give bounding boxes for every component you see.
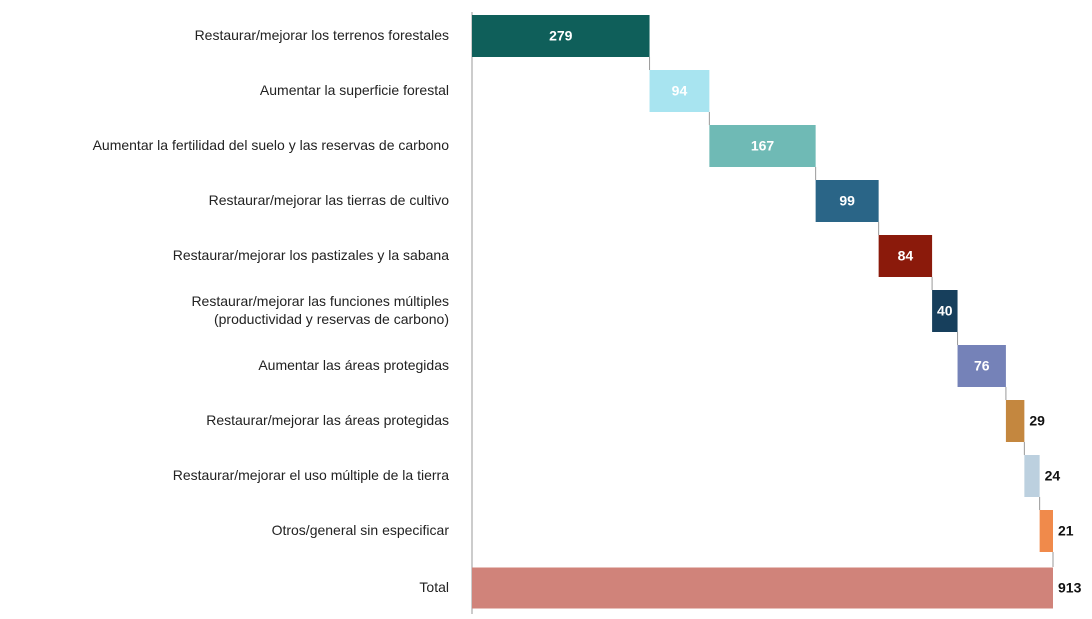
category-label: Aumentar la fertilidad del suelo y las r… [93,137,450,153]
value-label: 21 [1058,523,1074,539]
value-label: 94 [672,83,688,99]
category-label: Total [419,579,449,595]
value-label: 24 [1045,468,1061,484]
category-label: Restaurar/mejorar los terrenos forestale… [195,27,449,43]
category-label: Otros/general sin especificar [272,522,450,538]
category-label: Restaurar/mejorar el uso múltiple de la … [173,467,449,483]
category-label: Aumentar las áreas protegidas [258,357,449,373]
bar [472,15,650,57]
value-label: 279 [549,28,573,44]
value-label: 76 [974,358,990,374]
value-label: 84 [898,248,914,264]
category-label: Restaurar/mejorar las funciones múltiple… [191,293,449,327]
value-label: 99 [839,193,855,209]
bar [1005,400,1025,442]
bar [709,125,816,167]
value-label: 29 [1029,413,1045,429]
bar [815,180,879,222]
total-bar [472,567,1053,609]
value-label: 167 [751,138,775,154]
bar [932,290,958,332]
value-label: 913 [1058,580,1082,596]
category-label: Restaurar/mejorar las tierras de cultivo [209,192,450,208]
value-label: 40 [937,303,953,319]
category-label: Aumentar la superficie forestal [260,82,449,98]
category-label: Restaurar/mejorar los pastizales y la sa… [173,247,449,263]
bar [957,345,1006,387]
bar [649,70,710,112]
bar [878,235,933,277]
bar [1024,455,1040,497]
bar [1039,510,1053,552]
category-label: Restaurar/mejorar las áreas protegidas [206,412,449,428]
